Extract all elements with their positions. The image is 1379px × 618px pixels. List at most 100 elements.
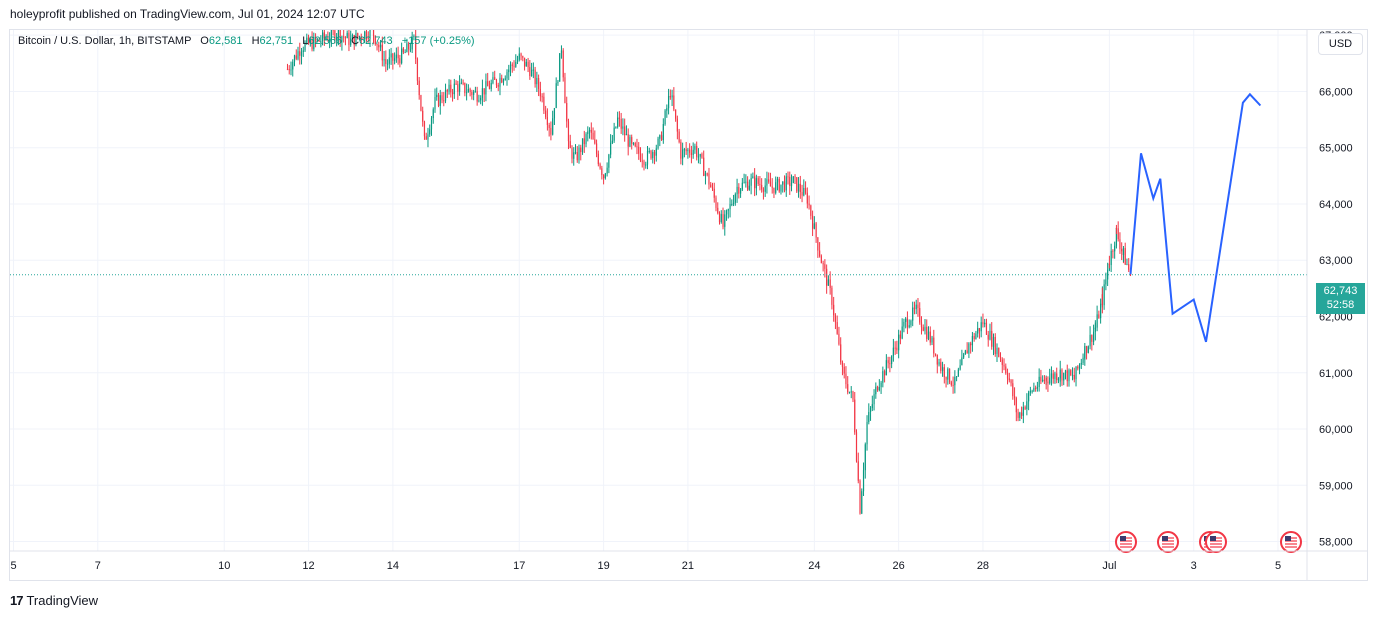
candle [336, 32, 338, 47]
candle [587, 126, 589, 142]
candle [892, 338, 894, 362]
currency-button[interactable]: USD [1318, 33, 1363, 55]
candle [710, 182, 712, 188]
candle [462, 79, 464, 86]
candle [559, 53, 561, 82]
candle [313, 32, 315, 52]
candle [899, 330, 902, 345]
candle [464, 82, 466, 97]
candle [919, 302, 921, 325]
candle [787, 171, 789, 185]
candle [617, 111, 619, 129]
x-tick-label: 10 [218, 560, 230, 572]
candle [1057, 377, 1060, 384]
x-tick-label: 5 [1275, 560, 1281, 572]
candle [968, 342, 970, 359]
candle [689, 143, 691, 158]
candle [578, 144, 580, 164]
candle [834, 313, 837, 330]
candle [776, 176, 779, 191]
candle [984, 318, 986, 328]
candle [836, 315, 838, 335]
candle [499, 73, 501, 96]
candle [945, 376, 947, 388]
candle [729, 197, 731, 218]
candle [952, 376, 954, 394]
candle [910, 319, 912, 328]
candle [548, 122, 550, 137]
candle [401, 42, 403, 65]
candle [773, 187, 775, 199]
change-value: +157 (+0.25%) [401, 35, 475, 47]
candle [636, 138, 638, 155]
candle [696, 141, 698, 161]
candle [764, 178, 766, 197]
candle [488, 80, 491, 90]
ohlc-legend: Bitcoin / U.S. Dollar, 1h, BITSTAMP O62,… [18, 35, 475, 47]
us-flag-icon [1115, 531, 1137, 553]
candle [822, 260, 824, 272]
candle [309, 36, 311, 47]
candle [752, 172, 754, 179]
candle [745, 174, 747, 188]
candle [608, 153, 610, 174]
candle [666, 104, 668, 118]
candle [880, 380, 882, 394]
candle [641, 153, 643, 168]
low-value: 62,566 [308, 35, 343, 47]
candle [494, 70, 496, 81]
candle [975, 330, 977, 340]
candle [1049, 368, 1051, 385]
x-tick-label: Jul [1102, 560, 1116, 572]
candle [508, 64, 510, 81]
candle [615, 126, 617, 129]
candle [1084, 342, 1086, 366]
candle [683, 147, 685, 158]
candle [527, 57, 529, 73]
tradingview-logo-icon[interactable]: 17 [10, 593, 24, 608]
candle [413, 34, 415, 41]
candle [963, 352, 965, 359]
candle [427, 127, 429, 148]
candle [838, 326, 840, 346]
candle [894, 341, 896, 355]
candle [618, 111, 621, 127]
candle [964, 349, 966, 355]
symbol-label[interactable]: Bitcoin / U.S. Dollar, 1h, BITSTAMP [18, 35, 192, 47]
candle [1068, 368, 1070, 387]
candle [314, 33, 317, 48]
candle [497, 82, 499, 92]
candle [739, 188, 742, 198]
candle [1033, 382, 1035, 393]
candle [367, 31, 369, 43]
candle [817, 236, 819, 258]
candle [299, 42, 301, 65]
candle [706, 172, 708, 177]
candle [1085, 345, 1088, 360]
high-label: H [251, 35, 260, 47]
candle [390, 47, 392, 65]
candle [901, 318, 903, 340]
candle [1040, 369, 1042, 385]
candle [455, 80, 457, 85]
candle [692, 142, 694, 159]
candle [831, 285, 833, 310]
candle [483, 88, 485, 103]
candle [322, 30, 324, 46]
candle [611, 134, 613, 145]
candle [339, 30, 341, 47]
y-tick-label: 64,000 [1319, 199, 1353, 211]
candle [864, 442, 866, 479]
candle [1024, 405, 1026, 411]
candle [685, 141, 687, 155]
x-tick-label: 19 [597, 560, 609, 572]
candle [1089, 326, 1091, 350]
candle [927, 326, 930, 341]
price-chart[interactable]: 5 7 10 12 14 17 19 21 24 26 28 Jul 3 5 58,000 59,000 60… [10, 30, 1368, 580]
candle [292, 59, 294, 77]
candle [732, 194, 735, 207]
candle [516, 55, 519, 65]
candle [571, 145, 573, 164]
candle [667, 88, 670, 115]
candle [824, 259, 826, 278]
